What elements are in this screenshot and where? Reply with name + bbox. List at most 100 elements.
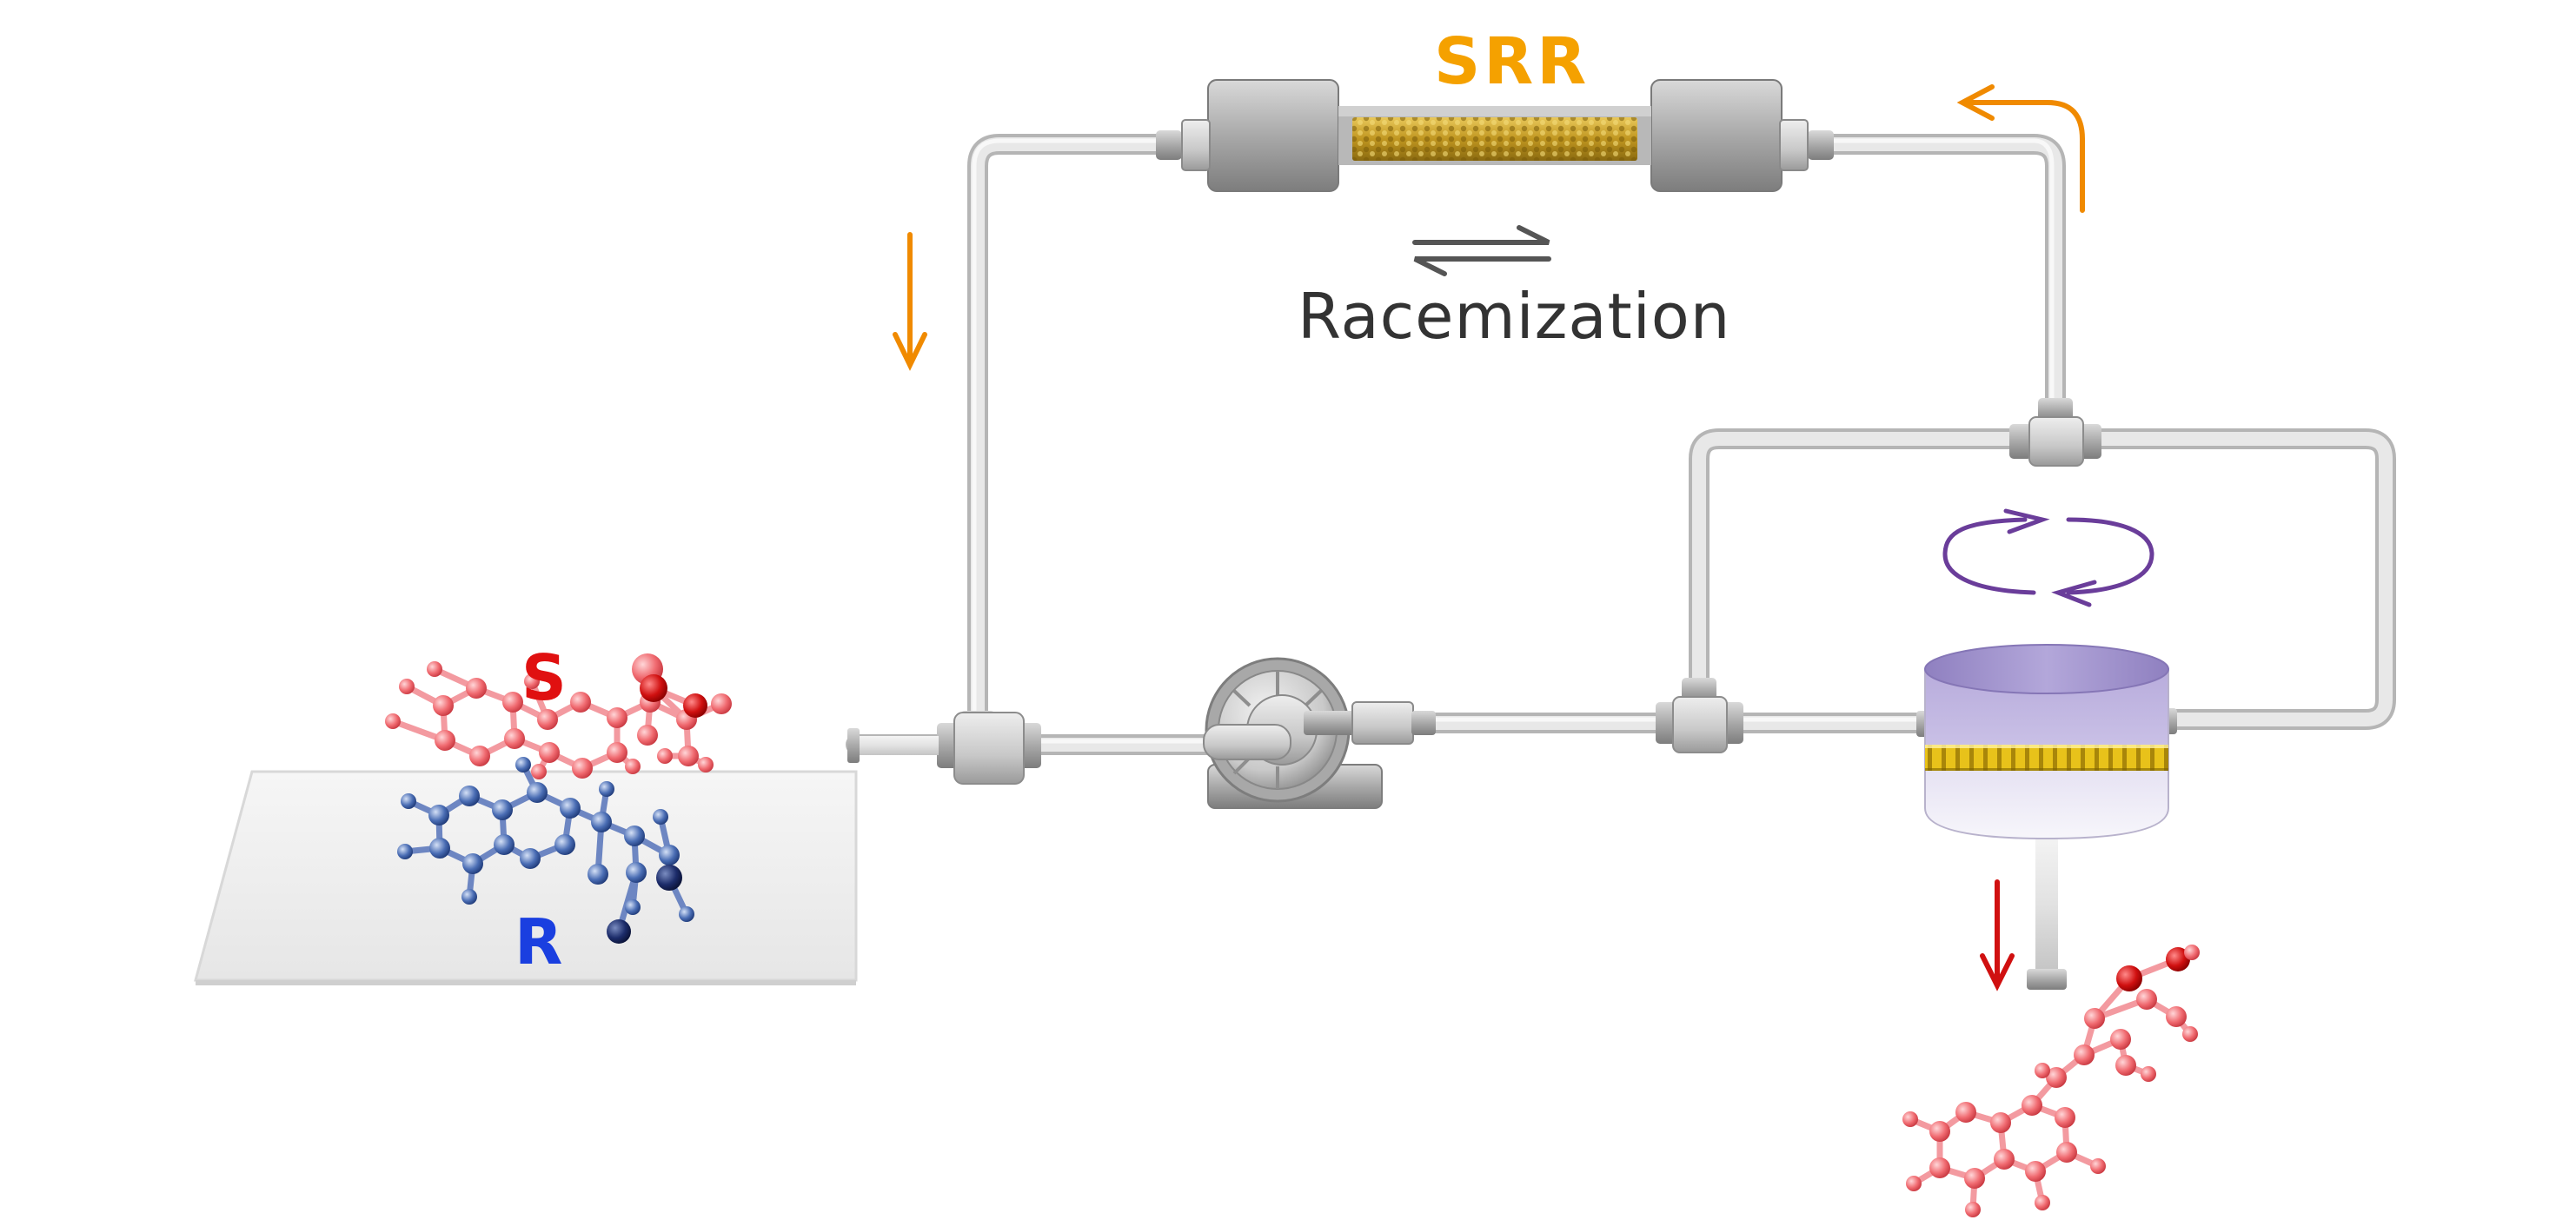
atom [626,862,647,883]
flow-arrow-return [1956,84,2085,213]
atom [399,679,415,694]
atom [2141,1066,2156,1082]
atom [531,764,547,779]
atom [2115,1055,2136,1076]
tubing [846,134,2396,984]
atom [2166,1006,2187,1027]
atom [2184,945,2200,960]
atom [502,692,523,713]
atom [461,889,477,905]
srr-column [1156,79,1834,192]
atom [599,781,614,797]
tee-fitting-middle [1656,678,1743,753]
atom [2056,1142,2077,1163]
atom [683,693,707,718]
product-arrow-down [1980,879,2015,991]
atom [591,812,612,832]
atom [2035,1195,2050,1210]
atom [637,725,658,746]
atom [2022,1095,2042,1116]
atom [1994,1149,2015,1170]
circular-arrows-icon [1942,508,2154,607]
atom [524,673,540,689]
atom [554,834,575,855]
atom [1929,1121,1950,1142]
atom [607,919,631,944]
atom [1906,1176,1922,1191]
atom [435,730,455,751]
atom [429,838,450,859]
atom [466,678,487,699]
atom [2136,989,2157,1010]
tee-fitting-left [937,711,1041,785]
atom [2182,1026,2198,1042]
atom [428,805,449,825]
crystal-surface [194,770,858,985]
atom [433,695,454,716]
atom [427,661,442,677]
s-molecule-product [1902,945,2200,1217]
atom [625,899,641,915]
atom [2046,1067,2067,1088]
atom [698,757,714,772]
atom [401,793,416,809]
atom [711,693,732,714]
pump-icon [1203,657,1436,809]
atom [679,906,694,922]
atom [469,746,490,766]
atom [537,709,558,730]
atom [653,809,668,825]
atom [520,848,541,869]
atom [459,786,480,806]
atom [2055,1107,2075,1128]
atom [625,759,641,774]
atom [1902,1111,1918,1127]
atom [1965,1202,1981,1217]
r-molecule [397,757,694,944]
atom [2035,1063,2050,1078]
atom [2166,947,2190,971]
atom [492,799,513,820]
equilibrium-arrows-icon [1412,225,1551,276]
atom [539,742,560,763]
racemization-label: Racemization [1298,280,1731,353]
atom [527,782,548,803]
s-enantiomer-label: S [521,641,567,714]
atom [504,728,525,749]
atom [657,748,673,764]
atom [656,865,682,891]
s-molecule-top [385,653,732,779]
crystallizer-icon [1916,644,2177,990]
atom [560,798,581,819]
tee-fitting-top-right [2009,398,2101,467]
srr-column-label: SRR [1434,24,1590,99]
atom [1964,1168,1985,1189]
atom [570,692,591,713]
atom [678,746,699,766]
atom [2116,965,2142,991]
atom [659,845,680,865]
inlet-port [847,728,939,763]
atom [624,825,645,846]
atom [640,674,667,702]
atom [2074,1044,2095,1065]
atom [2084,1008,2105,1029]
atom [1990,1112,2011,1133]
atom [572,758,593,779]
atom [385,713,401,729]
atom [515,757,531,772]
atom [1955,1102,1976,1123]
atom [494,834,515,855]
r-enantiomer-label: R [515,905,563,978]
atom [607,707,627,728]
atom [397,844,413,859]
atom [2110,1029,2131,1050]
atom [2025,1161,2046,1182]
atom [607,742,627,763]
flow-arrow-down [893,232,927,371]
atom [1929,1157,1950,1178]
atom [2090,1158,2106,1174]
atom [588,864,608,885]
